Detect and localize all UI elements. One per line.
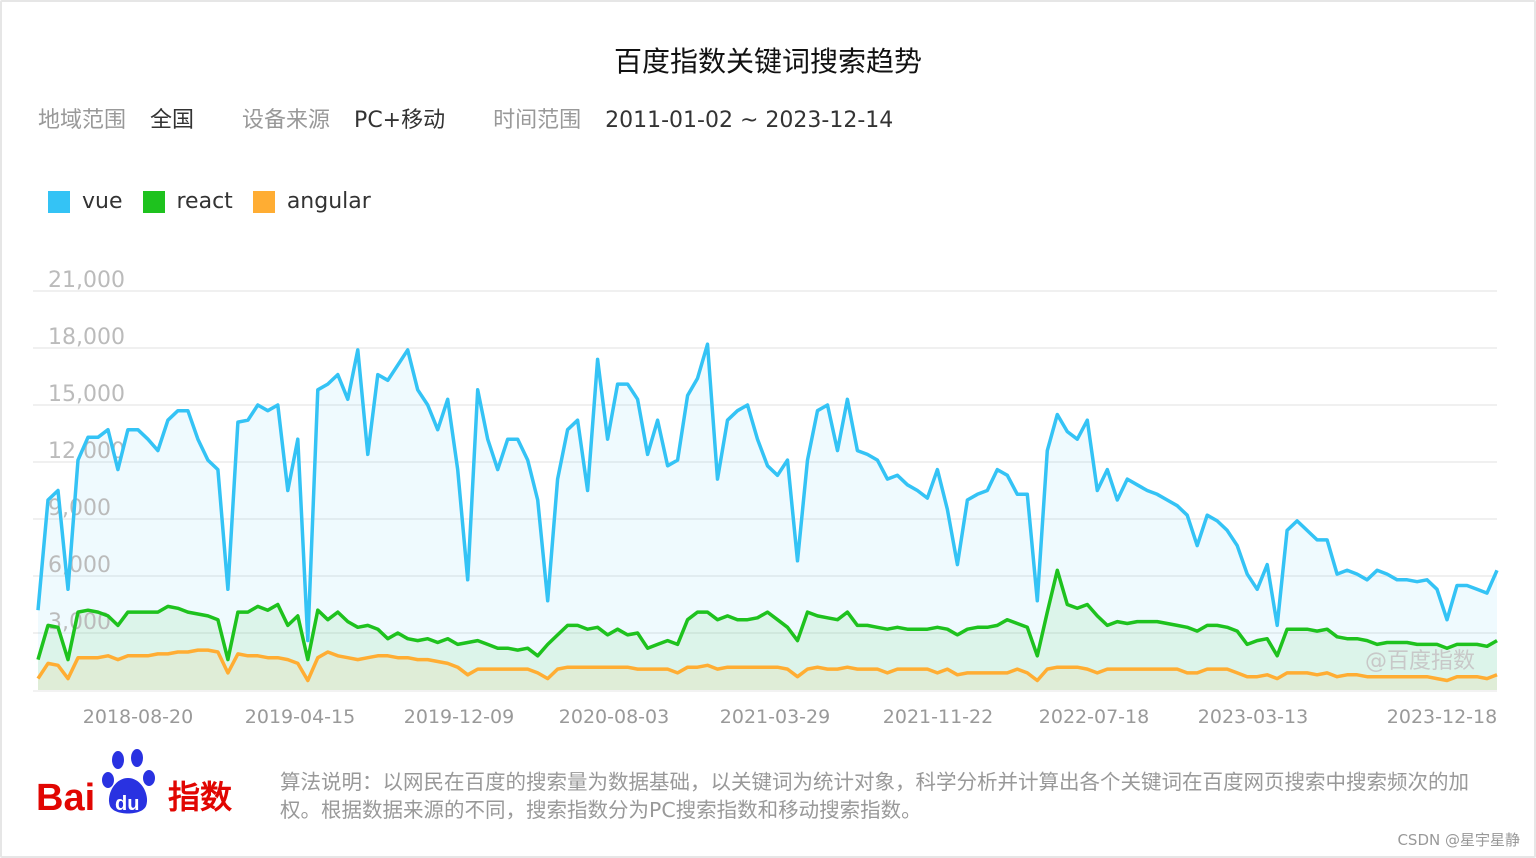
legend-item-angular[interactable]: angular [252,189,371,214]
logo-bai: Bai [36,777,95,818]
x-tick-label: 2021-11-22 [883,706,993,728]
area-react [38,570,1497,690]
x-tick-label: 2023-12-18 [1387,706,1497,728]
legend-item-vue[interactable]: vue [48,189,123,214]
csdn-credit: CSDN @星宇星静 [1397,831,1520,849]
y-tick-label: 18,000 [48,325,125,350]
x-tick-label: 2019-04-15 [245,706,355,728]
legend: vue react angular [48,189,391,214]
algorithm-note: 算法说明：以网民在百度的搜索量为数据基础，以关键词为统计对象，科学分析并计算出各… [280,770,1469,822]
logo-index: 指数 [168,778,233,816]
baidu-logo-graphic: Bai du 指数 [36,749,233,819]
x-tick-label: 2019-12-09 [404,706,514,728]
y-tick-label: 6,000 [48,553,111,578]
legend-label-react: react [176,189,233,214]
region-label: 地域范围 [38,108,127,133]
time-range-label: 时间范围 [493,108,582,133]
area-vue [38,344,1497,690]
y-tick-label: 15,000 [48,382,125,407]
legend-label-vue: vue [82,189,123,214]
filter-row: 地域范围 全国 设备来源 PC+移动 时间范围 2011-01-02 ~ 2023-12-… [38,102,941,134]
baidu-index-logo: Bai du 指数 [36,748,246,819]
device-label: 设备来源 [242,108,331,133]
paw-icon [102,749,155,814]
chart-title: 百度指数关键词搜索趋势 [613,45,922,78]
region-value: 全国 [150,108,195,133]
legend-swatch-vue [48,190,70,213]
legend-label-angular: angular [286,189,371,214]
area-angular [38,650,1497,690]
x-tick-label: 2018-08-20 [83,706,193,728]
x-tick-label: 2021-03-29 [720,706,830,728]
x-tick-label: 2020-08-03 [559,706,669,728]
baidu-index-watermark: @百度指数 [1365,649,1475,674]
x-tick-label: 2022-07-18 [1039,706,1149,728]
legend-swatch-angular [252,190,275,213]
time-range-value: 2011-01-02 ~ 2023-12-14 [605,108,894,133]
legend-item-react[interactable]: react [142,189,233,214]
logo-du: du [115,793,139,815]
legend-swatch-react [142,190,165,213]
device-value: PC+移动 [354,108,446,133]
y-tick-label: 21,000 [48,268,125,293]
x-tick-label: 2023-03-13 [1198,706,1308,728]
